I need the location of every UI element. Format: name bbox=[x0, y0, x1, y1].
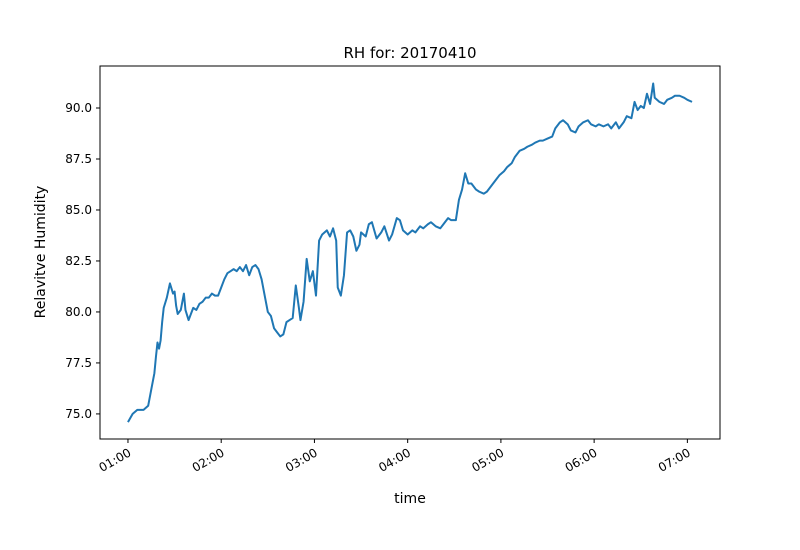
x-tick-label: 06:00 bbox=[563, 445, 600, 474]
x-tick-label: 07:00 bbox=[656, 445, 693, 474]
y-tick-label: 90.0 bbox=[65, 101, 92, 115]
y-tick-label: 82.5 bbox=[65, 254, 92, 268]
y-tick-label: 87.5 bbox=[65, 152, 92, 166]
y-tick-label: 75.0 bbox=[65, 407, 92, 421]
y-tick-label: 77.5 bbox=[65, 356, 92, 370]
chart-title: RH for: 20170410 bbox=[343, 44, 476, 62]
x-tick-label: 05:00 bbox=[469, 445, 506, 474]
plot-frame bbox=[99, 65, 721, 440]
x-tick-label: 02:00 bbox=[190, 445, 227, 474]
y-tick-label: 85.0 bbox=[65, 203, 92, 217]
y-axis-label: Relavitve Humidity bbox=[33, 186, 49, 319]
x-tick-label: 03:00 bbox=[283, 445, 320, 474]
x-axis-label: time bbox=[394, 491, 426, 507]
x-tick-label: 04:00 bbox=[376, 445, 413, 474]
y-tick-label: 80.0 bbox=[65, 305, 92, 319]
x-tick-label: 01:00 bbox=[97, 445, 134, 474]
data-line bbox=[127, 82, 693, 423]
